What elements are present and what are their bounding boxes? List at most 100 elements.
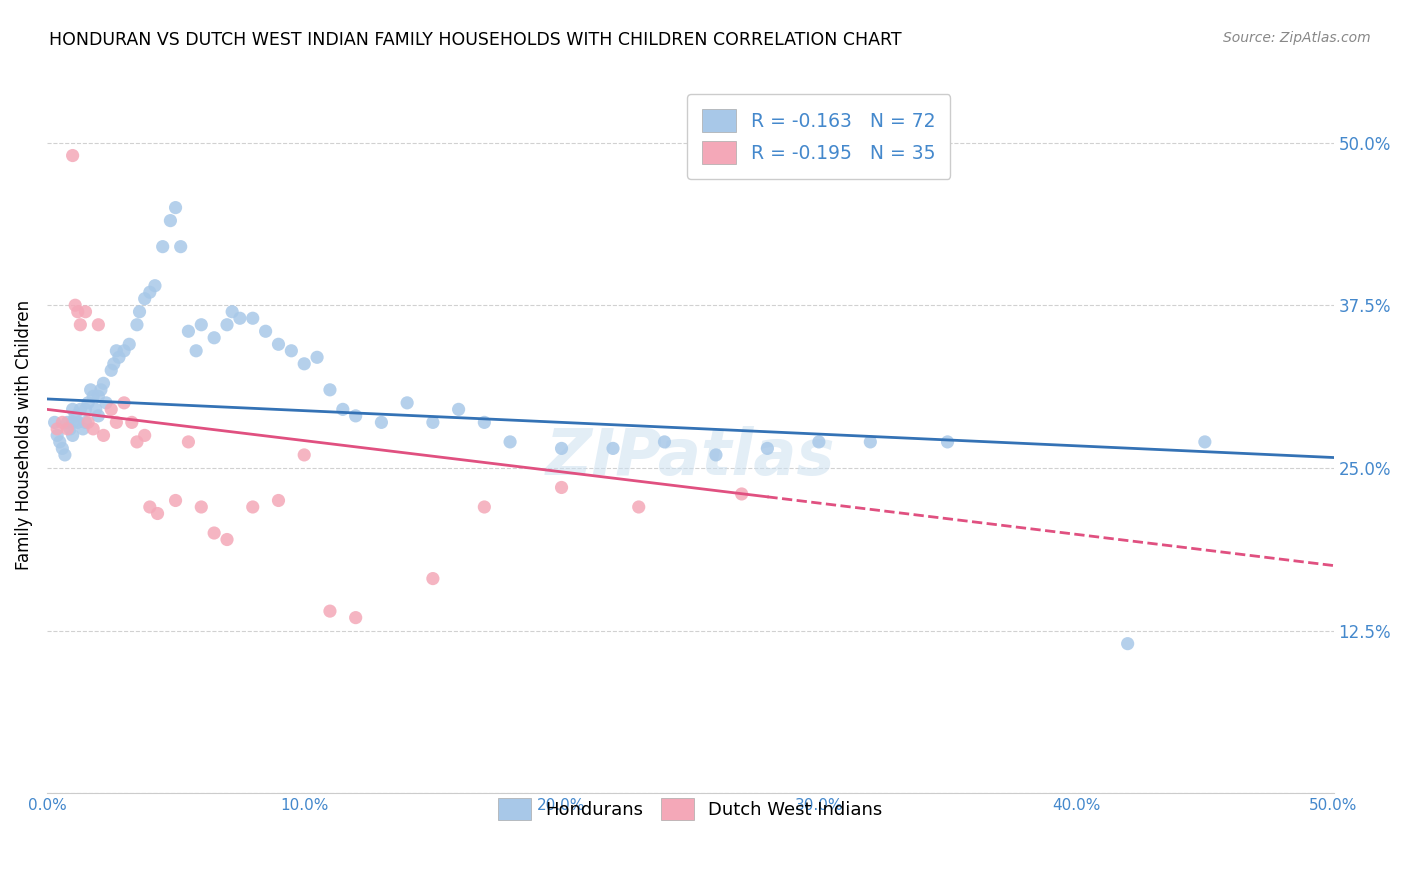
Point xyxy=(267,493,290,508)
Point xyxy=(152,240,174,254)
Text: ZIPatlas: ZIPatlas xyxy=(546,425,835,488)
Point xyxy=(79,383,101,397)
Point xyxy=(627,500,650,514)
Point xyxy=(56,422,79,436)
Point xyxy=(100,363,122,377)
Point xyxy=(66,304,89,318)
Point xyxy=(143,278,166,293)
Point xyxy=(134,428,156,442)
Point xyxy=(53,448,76,462)
Point xyxy=(77,396,100,410)
Point xyxy=(1116,637,1139,651)
Point xyxy=(112,396,135,410)
Point xyxy=(105,343,128,358)
Point xyxy=(215,318,238,332)
Point xyxy=(63,409,86,423)
Point xyxy=(125,318,148,332)
Point xyxy=(550,442,572,456)
Point xyxy=(84,402,107,417)
Y-axis label: Family Households with Children: Family Households with Children xyxy=(15,301,32,571)
Point xyxy=(807,434,830,449)
Point xyxy=(370,416,392,430)
Point xyxy=(422,416,444,430)
Point xyxy=(87,409,110,423)
Point xyxy=(190,318,212,332)
Point xyxy=(731,487,754,501)
Point xyxy=(75,416,97,430)
Point xyxy=(87,318,110,332)
Point xyxy=(62,416,84,430)
Point xyxy=(49,434,72,449)
Point xyxy=(51,416,73,430)
Point xyxy=(165,493,187,508)
Point xyxy=(472,500,495,514)
Point xyxy=(62,428,84,442)
Point xyxy=(447,402,470,417)
Point xyxy=(859,434,882,449)
Point xyxy=(344,610,367,624)
Point xyxy=(319,383,342,397)
Point xyxy=(472,416,495,430)
Point xyxy=(72,422,94,436)
Point xyxy=(46,422,69,436)
Point xyxy=(75,402,97,417)
Point xyxy=(242,311,264,326)
Point xyxy=(146,507,169,521)
Point xyxy=(229,311,252,326)
Text: HONDURAN VS DUTCH WEST INDIAN FAMILY HOUSEHOLDS WITH CHILDREN CORRELATION CHART: HONDURAN VS DUTCH WEST INDIAN FAMILY HOU… xyxy=(49,31,901,49)
Point xyxy=(190,500,212,514)
Point xyxy=(125,434,148,449)
Point xyxy=(654,434,676,449)
Point xyxy=(118,337,141,351)
Point xyxy=(344,409,367,423)
Point xyxy=(704,448,727,462)
Point xyxy=(159,213,181,227)
Point xyxy=(139,500,162,514)
Point xyxy=(1194,434,1216,449)
Point xyxy=(202,526,225,541)
Legend: Hondurans, Dutch West Indians: Hondurans, Dutch West Indians xyxy=(484,783,897,834)
Point xyxy=(319,604,342,618)
Point xyxy=(69,402,91,417)
Point xyxy=(267,337,290,351)
Point xyxy=(396,396,419,410)
Point xyxy=(170,240,193,254)
Point xyxy=(82,422,104,436)
Point xyxy=(602,442,624,456)
Point xyxy=(292,357,315,371)
Point xyxy=(77,416,100,430)
Point xyxy=(499,434,522,449)
Point xyxy=(59,422,82,436)
Point xyxy=(177,434,200,449)
Point xyxy=(75,304,97,318)
Point xyxy=(56,416,79,430)
Point xyxy=(936,434,959,449)
Point xyxy=(108,351,131,365)
Point xyxy=(550,480,572,494)
Point xyxy=(62,402,84,417)
Point xyxy=(69,318,91,332)
Point xyxy=(44,416,66,430)
Point xyxy=(221,304,243,318)
Point xyxy=(121,416,143,430)
Point xyxy=(82,389,104,403)
Point xyxy=(254,324,277,338)
Point xyxy=(62,148,84,162)
Point xyxy=(756,442,779,456)
Point xyxy=(90,383,112,397)
Point xyxy=(51,442,73,456)
Point xyxy=(422,572,444,586)
Point xyxy=(94,396,117,410)
Point xyxy=(63,298,86,312)
Point xyxy=(280,343,302,358)
Point xyxy=(93,376,115,391)
Point xyxy=(128,304,150,318)
Point xyxy=(134,292,156,306)
Point xyxy=(139,285,162,300)
Point xyxy=(46,428,69,442)
Point xyxy=(292,448,315,462)
Point xyxy=(177,324,200,338)
Point xyxy=(100,402,122,417)
Text: Source: ZipAtlas.com: Source: ZipAtlas.com xyxy=(1223,31,1371,45)
Point xyxy=(66,416,89,430)
